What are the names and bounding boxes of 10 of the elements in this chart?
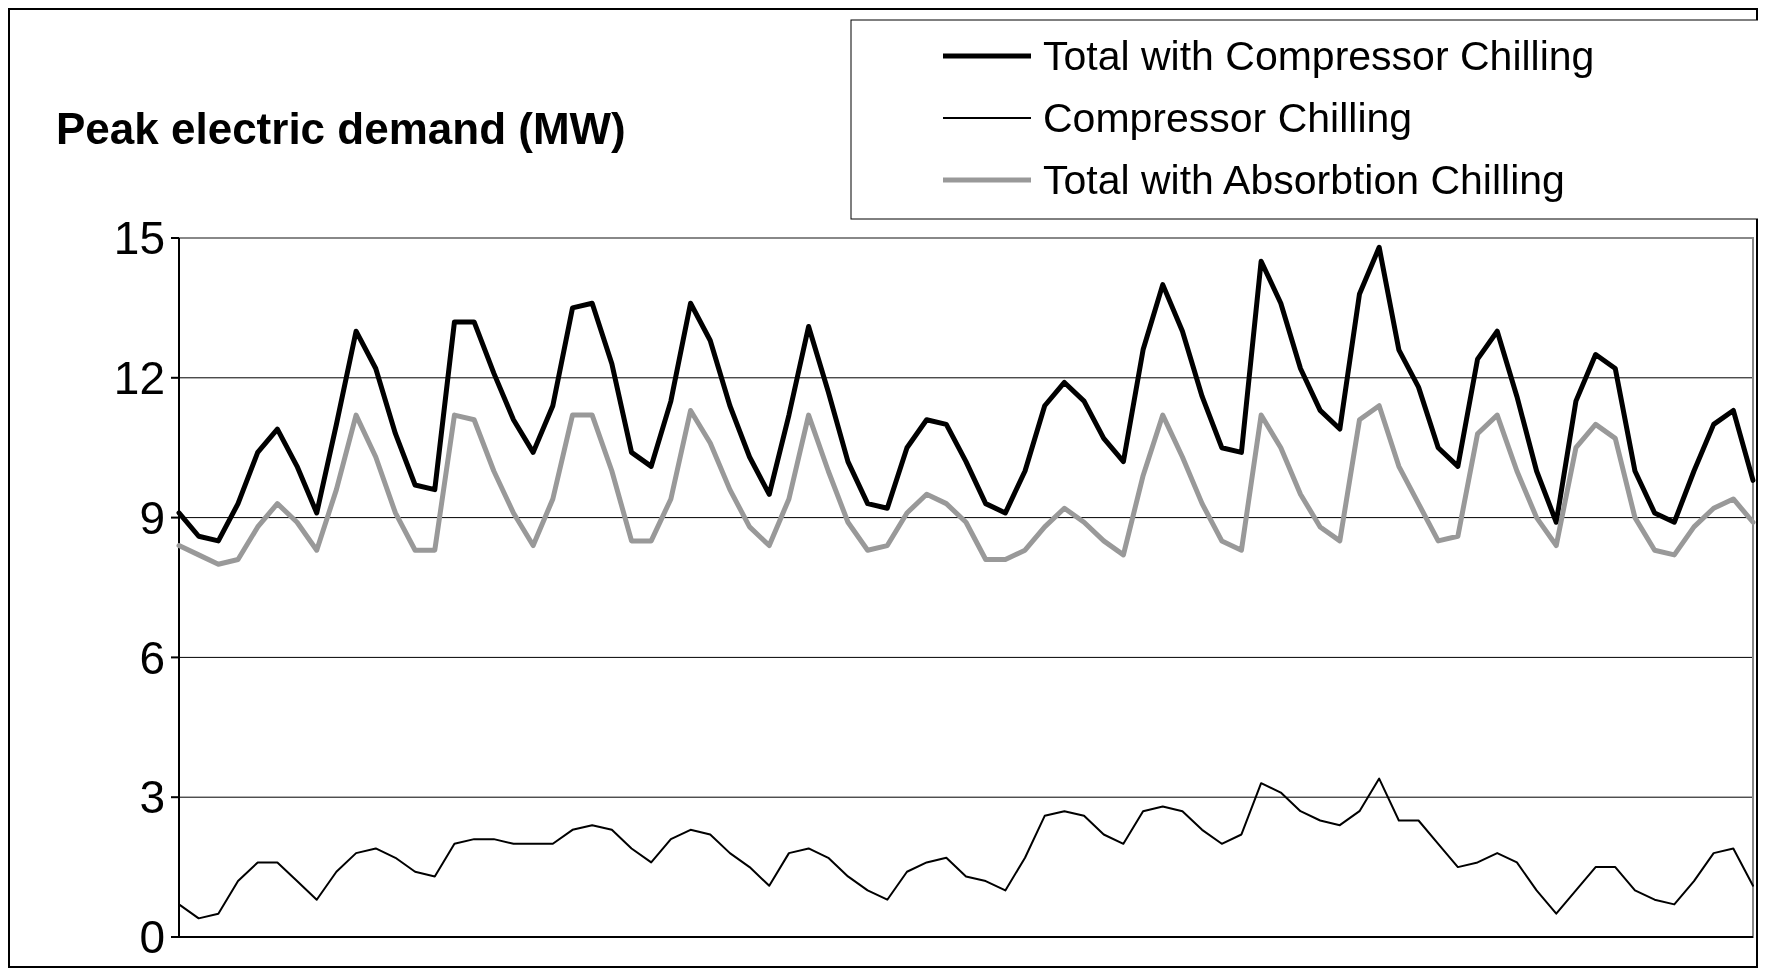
legend-label: Total with Absorbtion Chilling	[1043, 157, 1565, 204]
y-tick-label: 6	[139, 631, 165, 684]
y-tick-label: 0	[139, 911, 165, 964]
y-axis-title: Peak electric demand (MW)	[56, 104, 626, 153]
legend-label: Total with Compressor Chilling	[1043, 33, 1595, 80]
y-tick-label: 12	[113, 351, 165, 404]
y-tick-label: 15	[113, 212, 165, 265]
legend-label: Compressor Chilling	[1043, 95, 1413, 142]
y-tick-label: 3	[139, 771, 165, 824]
y-tick-label: 9	[139, 491, 165, 544]
